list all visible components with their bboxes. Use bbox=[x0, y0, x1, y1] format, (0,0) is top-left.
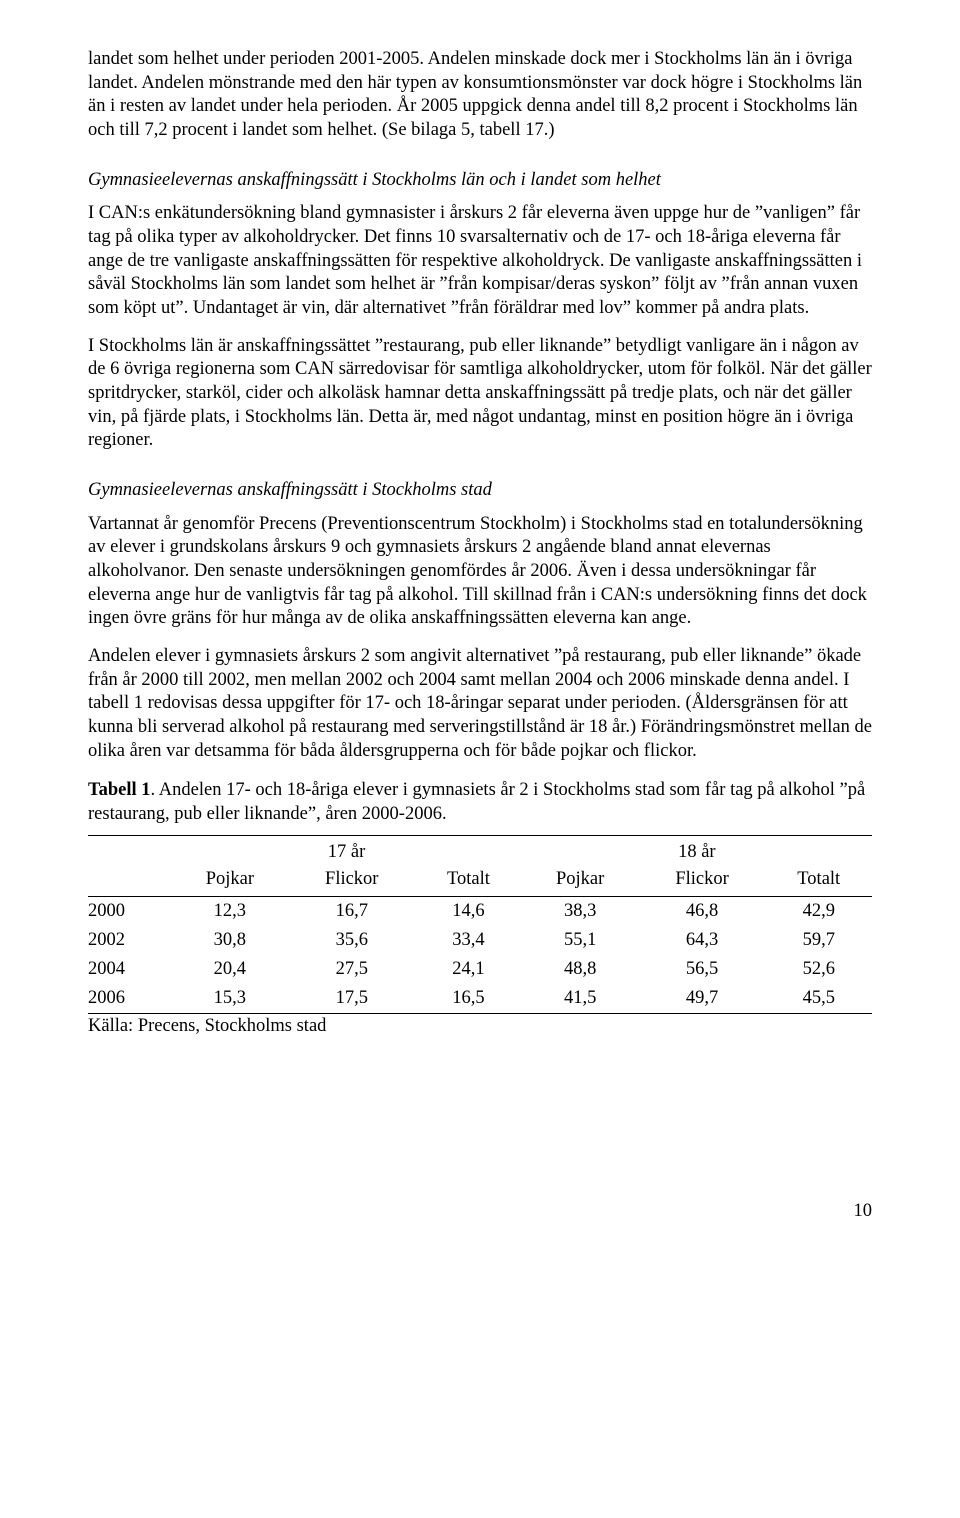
table-cell: 41,5 bbox=[522, 984, 639, 1014]
table-cell: 24,1 bbox=[415, 955, 521, 984]
table-cell-year: 2000 bbox=[88, 896, 171, 926]
table-cell-year: 2002 bbox=[88, 926, 171, 955]
table-cell: 14,6 bbox=[415, 896, 521, 926]
table-group-header-row: 17 år 18 år bbox=[88, 835, 872, 865]
table-cell: 27,5 bbox=[288, 955, 415, 984]
table-column-header: Totalt bbox=[415, 865, 521, 897]
table-cell: 17,5 bbox=[288, 984, 415, 1014]
table-sub-header-row: Pojkar Flickor Totalt Pojkar Flickor Tot… bbox=[88, 865, 872, 897]
body-paragraph: Andelen elever i gymnasiets årskurs 2 so… bbox=[88, 645, 872, 763]
table-cell: 55,1 bbox=[522, 926, 639, 955]
page-number: 10 bbox=[88, 1201, 872, 1222]
body-paragraph: Vartannat år genomför Precens (Preventio… bbox=[88, 513, 872, 631]
table-column-header: Flickor bbox=[288, 865, 415, 897]
table-empty-header bbox=[88, 835, 171, 865]
table-column-header: Pojkar bbox=[171, 865, 288, 897]
table-cell: 64,3 bbox=[639, 926, 766, 955]
table-cell: 30,8 bbox=[171, 926, 288, 955]
document-page: landet som helhet under perioden 2001-20… bbox=[0, 0, 960, 1262]
table-column-header: Pojkar bbox=[522, 865, 639, 897]
table-cell: 16,7 bbox=[288, 896, 415, 926]
table-source-row: Källa: Precens, Stockholms stad bbox=[88, 1013, 872, 1041]
table-cell: 56,5 bbox=[639, 955, 766, 984]
table-cell: 48,8 bbox=[522, 955, 639, 984]
table-cell: 12,3 bbox=[171, 896, 288, 926]
table-cell: 35,6 bbox=[288, 926, 415, 955]
table-cell-year: 2006 bbox=[88, 984, 171, 1014]
table-cell: 15,3 bbox=[171, 984, 288, 1014]
body-paragraph: I CAN:s enkätundersökning bland gymnasis… bbox=[88, 202, 872, 320]
table-cell: 59,7 bbox=[766, 926, 873, 955]
table-cell: 42,9 bbox=[766, 896, 873, 926]
table-caption: Tabell 1. Andelen 17- och 18-åriga eleve… bbox=[88, 779, 872, 826]
table-caption-label: Tabell 1 bbox=[88, 780, 151, 800]
section-heading: Gymnasieelevernas anskaffningssätt i Sto… bbox=[88, 479, 872, 503]
table-cell: 52,6 bbox=[766, 955, 873, 984]
table-empty-header bbox=[88, 865, 171, 897]
table-row: 2004 20,4 27,5 24,1 48,8 56,5 52,6 bbox=[88, 955, 872, 984]
table-column-header: Flickor bbox=[639, 865, 766, 897]
table-row: 2002 30,8 35,6 33,4 55,1 64,3 59,7 bbox=[88, 926, 872, 955]
table-cell: 46,8 bbox=[639, 896, 766, 926]
body-paragraph: landet som helhet under perioden 2001-20… bbox=[88, 48, 872, 143]
table-row: 2000 12,3 16,7 14,6 38,3 46,8 42,9 bbox=[88, 896, 872, 926]
table-group-header: 17 år bbox=[171, 835, 521, 865]
table-group-header: 18 år bbox=[522, 835, 872, 865]
data-table: 17 år 18 år Pojkar Flickor Totalt Pojkar… bbox=[88, 835, 872, 1041]
table-cell: 45,5 bbox=[766, 984, 873, 1014]
table-row: 2006 15,3 17,5 16,5 41,5 49,7 45,5 bbox=[88, 984, 872, 1014]
table-cell: 16,5 bbox=[415, 984, 521, 1014]
table-cell: 33,4 bbox=[415, 926, 521, 955]
table-column-header: Totalt bbox=[766, 865, 873, 897]
table-cell: 49,7 bbox=[639, 984, 766, 1014]
body-paragraph: I Stockholms län är anskaffningssättet ”… bbox=[88, 335, 872, 453]
table-source: Källa: Precens, Stockholms stad bbox=[88, 1013, 872, 1041]
table-cell: 20,4 bbox=[171, 955, 288, 984]
table-cell-year: 2004 bbox=[88, 955, 171, 984]
table-cell: 38,3 bbox=[522, 896, 639, 926]
section-heading: Gymnasieelevernas anskaffningssätt i Sto… bbox=[88, 169, 872, 193]
table-caption-text: . Andelen 17- och 18-åriga elever i gymn… bbox=[88, 780, 865, 824]
